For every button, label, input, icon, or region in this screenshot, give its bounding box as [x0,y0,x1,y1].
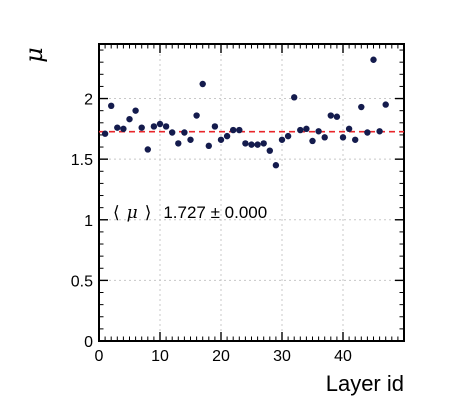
annotation-open: ⟨ [113,203,120,222]
plot-frame [99,44,404,341]
tick-labels: 0 10 20 30 40 0 0.5 1 1.5 2 [71,92,352,365]
data-point [279,137,285,143]
data-point [285,133,291,139]
data-point [132,107,138,113]
data-point [139,124,145,130]
annotation-value: 1.727 ± 0.000 [163,203,267,222]
data-point [364,129,370,135]
annotation-mu: μ [127,203,138,223]
data-point [126,116,132,122]
data-point [230,127,236,133]
data-point [346,126,352,132]
y-tick-label: 0.5 [71,273,93,290]
data-point [261,140,267,146]
data-point [376,128,382,134]
annotation-close: ⟩ [145,203,152,222]
data-point [102,131,108,137]
data-point [248,141,254,147]
data-point [328,112,334,118]
data-point [309,138,315,144]
data-point [370,57,376,63]
data-point [200,81,206,87]
data-point [340,134,346,140]
y-axis-title: μ [20,47,48,63]
data-point [157,121,163,127]
x-tick-label: 0 [95,348,104,365]
data-point [297,127,303,133]
ticks [99,44,404,341]
data-point [383,101,389,107]
data-point [242,140,248,146]
x-tick-label: 20 [212,348,230,365]
data-points [102,57,389,169]
data-point [291,94,297,100]
x-axis-title: Layer id [326,371,404,396]
data-point [322,134,328,140]
data-point [358,104,364,110]
y-tick-label: 1.5 [71,152,93,169]
x-tick-label: 10 [151,348,169,365]
data-point [175,140,181,146]
data-point [145,146,151,152]
y-tick-label: 1 [84,213,93,230]
data-point [187,137,193,143]
data-point [334,114,340,120]
data-point [114,124,120,130]
data-point [352,137,358,143]
data-point [206,143,212,149]
y-tick-label: 2 [84,92,93,109]
data-point [151,123,157,129]
grid [99,44,404,341]
data-point [224,133,230,139]
data-point [193,112,199,118]
mean-annotation: ⟨ μ ⟩ 1.727 ± 0.000 [113,203,267,223]
data-point [169,129,175,135]
data-point [273,162,279,168]
x-tick-label: 40 [334,348,352,365]
y-tick-label: 0 [84,334,93,351]
data-point [267,147,273,153]
data-point [212,123,218,129]
data-point [181,129,187,135]
data-point [218,137,224,143]
data-point [108,103,114,109]
data-point [236,127,242,133]
x-tick-label: 30 [273,348,291,365]
data-point [120,126,126,132]
data-point [163,123,169,129]
data-point [315,128,321,134]
data-point [303,126,309,132]
data-point [254,141,260,147]
